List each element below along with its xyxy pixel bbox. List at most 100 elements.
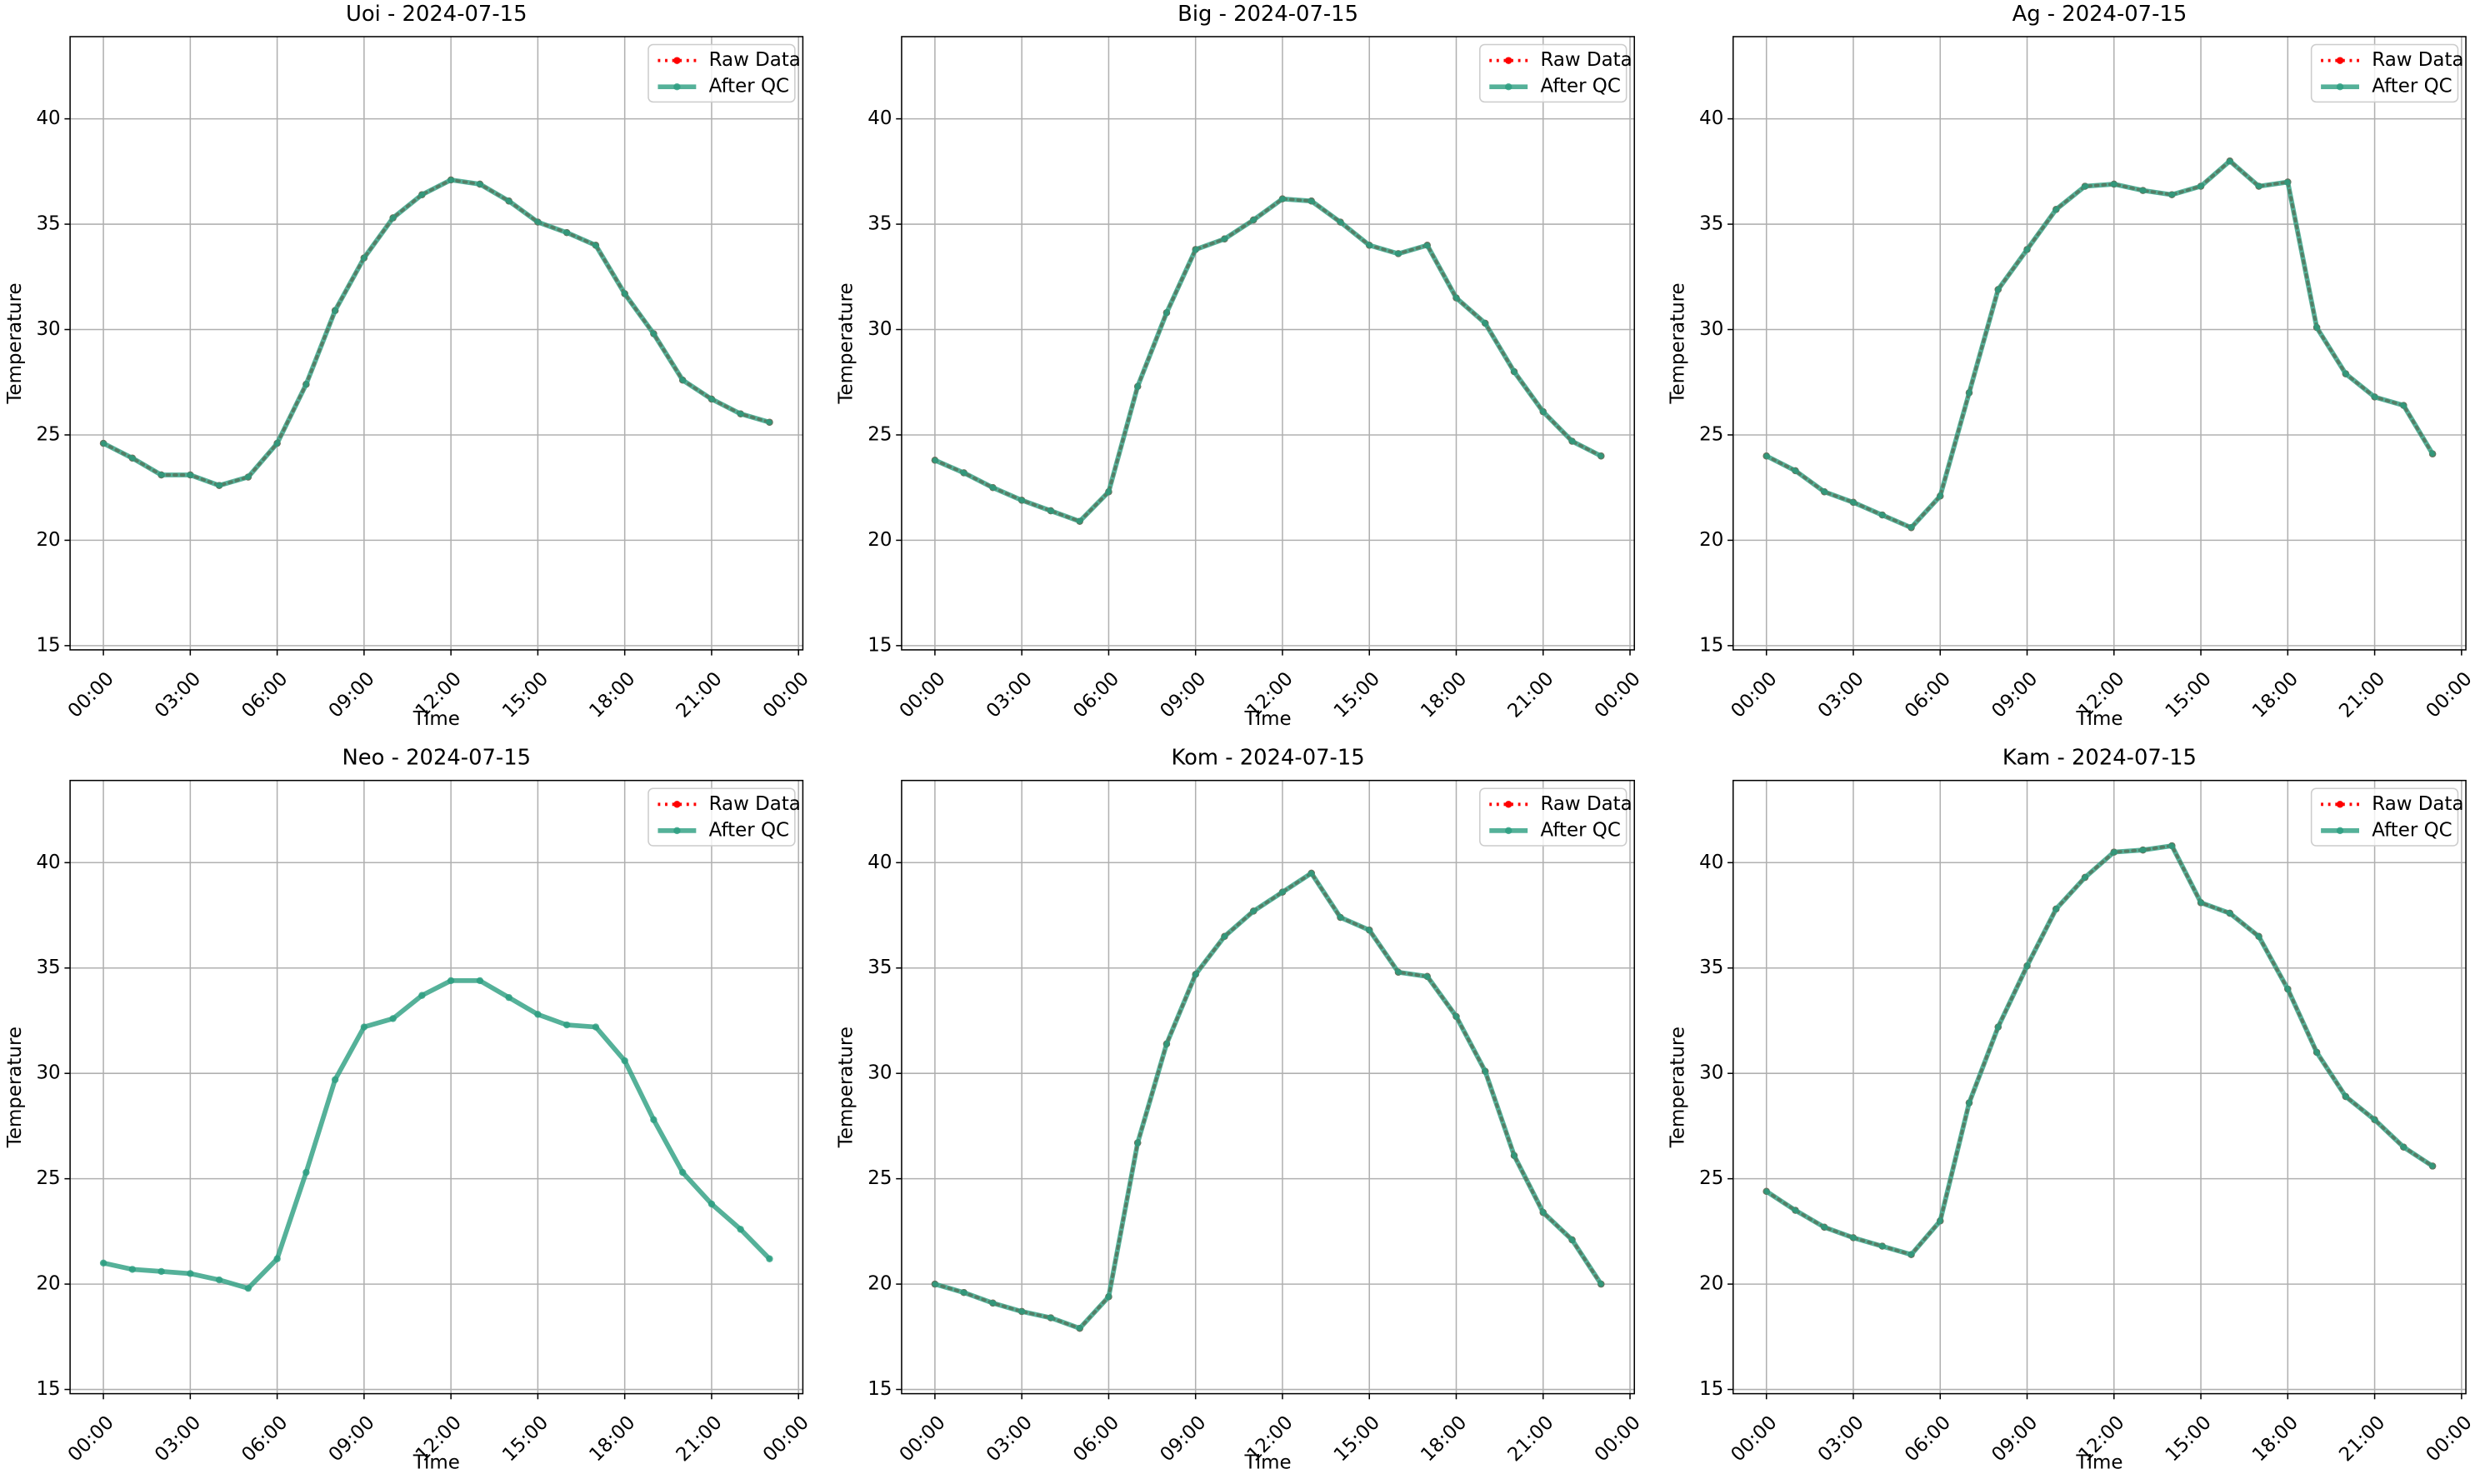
data-point — [1076, 1325, 1083, 1332]
x-tick-label: 00:00 — [1591, 668, 1645, 722]
x-tick-label: 00:00 — [64, 1412, 118, 1466]
plot-area — [1732, 36, 2467, 650]
y-tick-label: 35 — [36, 213, 60, 235]
x-tick-label: 15:00 — [2162, 668, 2216, 722]
data-point — [931, 457, 939, 464]
data-point — [2428, 1162, 2437, 1170]
data-point — [2081, 182, 2089, 190]
x-tick-label: 18:00 — [2248, 668, 2302, 722]
data-point — [989, 1299, 997, 1307]
x-tick-label: 00:00 — [759, 668, 813, 722]
axes-frame — [1732, 36, 2467, 651]
x-tick-label: 15:00 — [1330, 668, 1384, 722]
x-tick-label: 00:00 — [1591, 1412, 1645, 1466]
x-tick-label: 00:00 — [2422, 668, 2477, 722]
x-tick-label: 21:00 — [1503, 1412, 1558, 1466]
data-point — [650, 330, 658, 337]
data-point — [1192, 246, 1199, 253]
y-tick-label: 15 — [868, 634, 892, 656]
y-tick-label: 30 — [1699, 318, 1723, 340]
data-point — [187, 471, 194, 479]
data-point — [1568, 1236, 1576, 1244]
y-axis-label: Temperature — [1667, 282, 1688, 404]
data-point — [766, 418, 773, 426]
y-tick-label: 20 — [1699, 1273, 1723, 1295]
data-point — [562, 1021, 571, 1029]
legend-marker — [2336, 57, 2344, 64]
chart-title: Kom - 2024-07-15 — [1171, 746, 1364, 771]
legend-label: After QC — [2372, 76, 2452, 97]
data-point — [1221, 235, 1228, 242]
data-point — [244, 473, 252, 481]
x-tick-label: 00:00 — [1727, 1412, 1781, 1466]
data-point — [273, 1255, 281, 1262]
x-tick-label: 06:00 — [1069, 1412, 1123, 1466]
x-axis-label: Time — [412, 708, 460, 730]
data-point — [2428, 450, 2437, 457]
data-point — [534, 218, 542, 226]
data-point — [1250, 216, 1258, 224]
y-tick-label: 25 — [1699, 423, 1723, 445]
x-tick-label: 06:00 — [238, 1412, 292, 1466]
data-point — [215, 482, 223, 489]
data-point — [592, 1023, 600, 1031]
data-point — [1821, 1223, 1828, 1232]
legend-label: Raw Data — [2372, 793, 2463, 815]
data-point — [1792, 467, 1799, 475]
x-tick-label: 18:00 — [585, 668, 639, 722]
data-point — [331, 307, 339, 314]
legend-label: After QC — [709, 819, 789, 841]
y-tick-label: 30 — [36, 318, 60, 340]
x-tick-label: 06:00 — [1069, 668, 1123, 722]
legend-marker — [2336, 827, 2344, 835]
data-point — [389, 1015, 397, 1022]
data-point — [244, 1284, 252, 1292]
y-tick-label: 40 — [1699, 852, 1723, 873]
chart-title: Neo - 2024-07-15 — [342, 746, 531, 771]
x-tick-label: 00:00 — [64, 668, 118, 722]
plot-area — [901, 780, 1635, 1394]
data-point — [1762, 452, 1770, 460]
legend-label: After QC — [2372, 819, 2452, 841]
x-tick-label: 09:00 — [325, 668, 379, 722]
x-tick-label: 03:00 — [151, 1412, 205, 1466]
data-point — [1598, 1280, 1605, 1288]
y-tick-label: 30 — [36, 1062, 60, 1084]
data-point — [389, 214, 397, 222]
plot-area — [901, 36, 1635, 650]
y-tick-label: 30 — [1699, 1062, 1723, 1084]
legend-label: Raw Data — [2372, 49, 2463, 71]
data-point — [360, 254, 368, 262]
data-point — [1278, 888, 1287, 896]
x-tick-label: 00:00 — [2422, 1412, 2477, 1466]
legend-marker — [1505, 827, 1512, 835]
x-tick-label: 00:00 — [896, 1412, 950, 1466]
legend-marker — [673, 801, 681, 808]
data-point — [2226, 157, 2234, 165]
data-point — [476, 977, 484, 985]
axes-frame — [1732, 779, 2467, 1395]
series-line — [1763, 843, 2435, 1257]
chart-title: Uoi - 2024-07-15 — [346, 2, 527, 27]
data-point — [2371, 1116, 2378, 1124]
data-point — [1394, 968, 1402, 977]
y-tick-label: 25 — [36, 1167, 60, 1189]
y-tick-label: 15 — [1699, 634, 1723, 656]
data-point — [215, 1276, 223, 1284]
data-point — [2052, 905, 2060, 913]
x-tick-label: 15:00 — [2162, 1412, 2216, 1466]
x-tick-label: 18:00 — [1417, 668, 1471, 722]
y-tick-label: 15 — [36, 634, 60, 656]
x-tick-label: 06:00 — [1901, 1412, 1955, 1466]
data-point — [1994, 1023, 2002, 1031]
y-axis-label: Temperature — [836, 282, 858, 404]
axes-frame — [901, 36, 1636, 651]
legend-marker — [1505, 82, 1512, 91]
data-point — [505, 993, 512, 1002]
y-tick-label: 40 — [36, 107, 60, 129]
data-point — [447, 977, 455, 985]
y-tick-label: 15 — [868, 1378, 892, 1400]
data-point — [447, 176, 455, 184]
x-tick-label: 18:00 — [585, 1412, 639, 1466]
data-point — [1510, 367, 1518, 376]
